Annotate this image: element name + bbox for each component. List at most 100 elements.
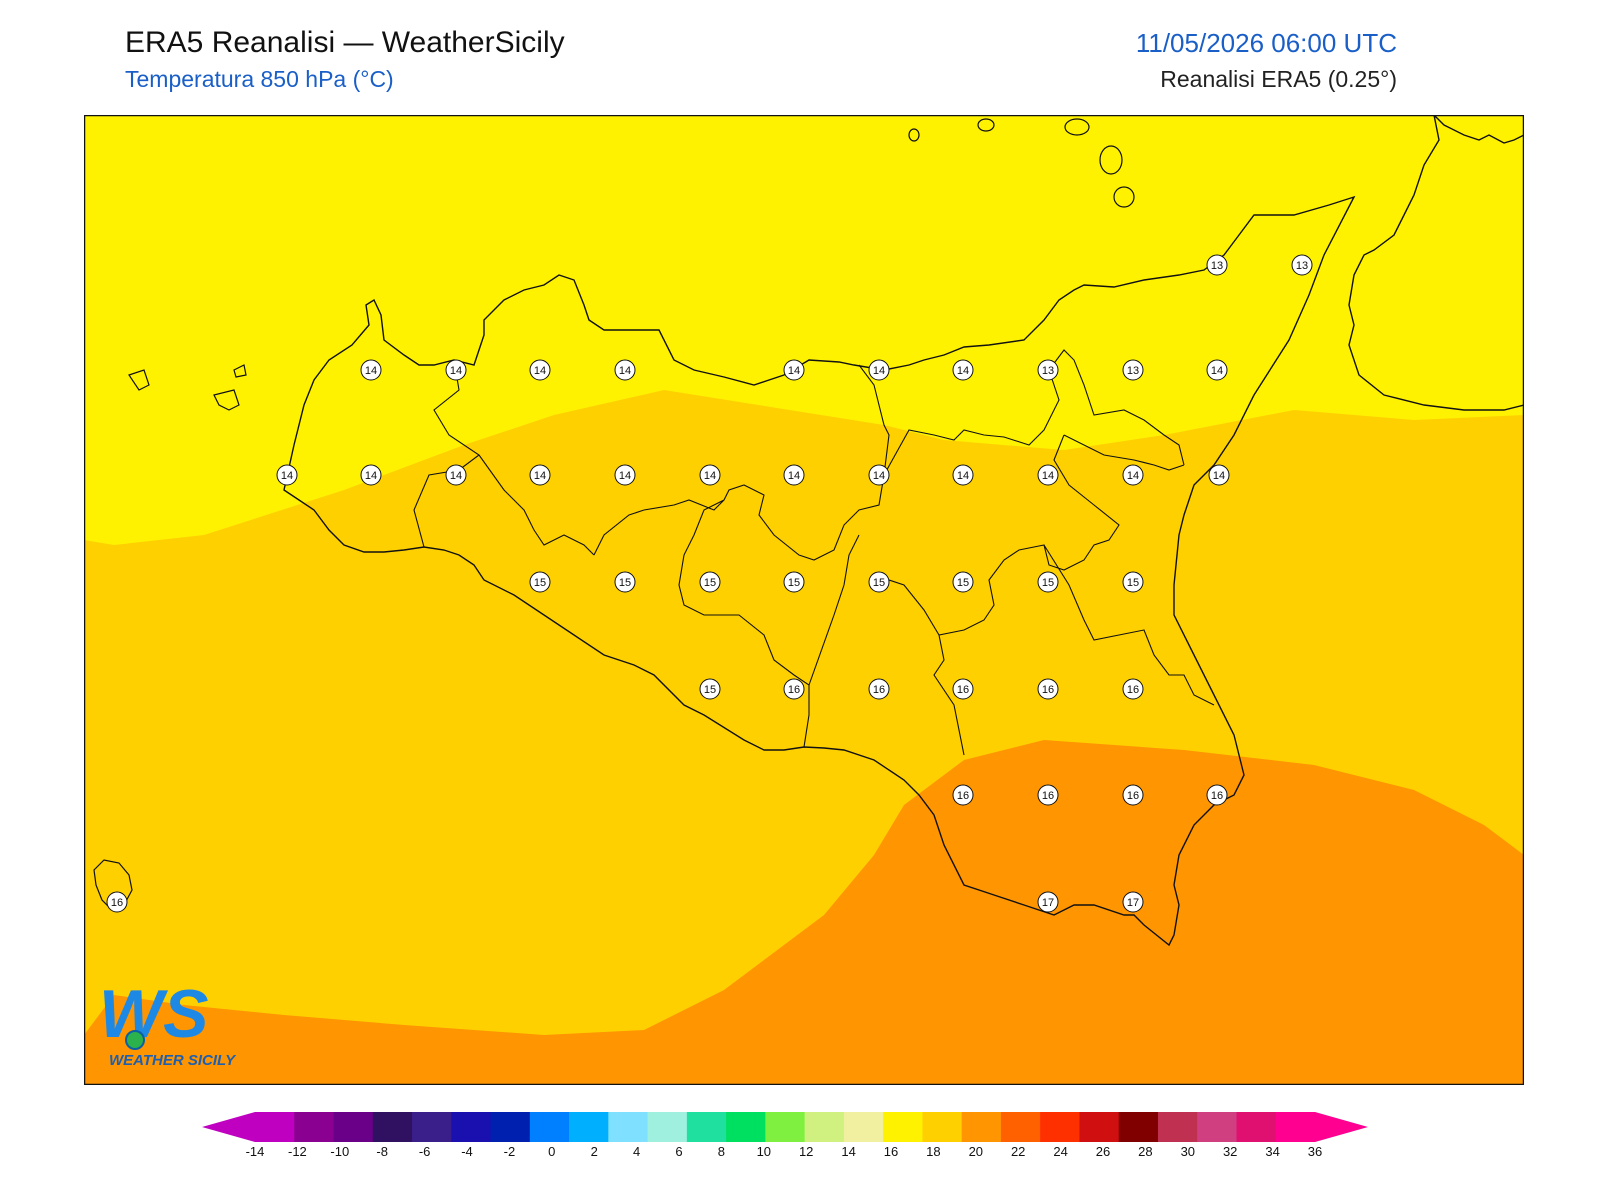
temperature-map: 14 14 14 14 14 14 14 13 13 14 14 14 14 14 14 14 14 14 14 14… — [84, 115, 1524, 1085]
colorbar-swatch — [412, 1112, 452, 1142]
colorbar-tick-label: -12 — [288, 1144, 307, 1159]
colorbar-swatch — [1236, 1112, 1277, 1142]
source-label: Reanalisi ERA5 (0.25°) — [1160, 66, 1397, 92]
colorbar-swatch — [490, 1112, 531, 1142]
logo-text: WEATHER SICILY — [109, 1052, 237, 1069]
grid-value-label: 16 — [873, 684, 885, 696]
colorbar-tick-label: -2 — [504, 1144, 516, 1159]
colorbar-tick-label: 12 — [799, 1144, 813, 1159]
colorbar-tick-label: -6 — [419, 1144, 431, 1159]
grid-value-label-marker — [868, 571, 890, 593]
grid-value-label: 16 — [1127, 790, 1139, 802]
sicily-coastline — [283, 195, 1356, 947]
colorbar-swatch — [686, 1112, 727, 1142]
band-16-18 — [84, 740, 1524, 1085]
grid-value-label: 14 — [534, 470, 546, 482]
grid-value-label-marker — [529, 464, 551, 486]
colorbar-tick-label: 36 — [1308, 1144, 1322, 1159]
grid-value-label: 14 — [873, 470, 885, 482]
grid-value-label: 14 — [281, 470, 293, 482]
grid-value-label-marker — [1206, 784, 1228, 806]
grid-value-label: 15 — [704, 684, 716, 696]
grid-value-label: 14 — [365, 470, 377, 482]
grid-value-label: 14 — [450, 470, 462, 482]
grid-value-label: 13 — [1211, 260, 1223, 272]
pantelleria-island — [93, 859, 133, 911]
grid-value-label-marker — [1122, 571, 1144, 593]
title: ERA5 Reanalisi — WeatherSicily — [125, 26, 565, 59]
grid-value-label-marker — [445, 359, 467, 381]
colorbar-swatch — [961, 1112, 1002, 1142]
grid-value-label-marker — [1122, 359, 1144, 381]
grid-value-label: 16 — [1042, 790, 1054, 802]
colorbar-swatch — [922, 1112, 963, 1142]
grid-value-label-marker — [276, 464, 298, 486]
colorbar-swatch — [726, 1112, 766, 1142]
grid-value-label-marker — [868, 464, 890, 486]
grid-value-label: 14 — [957, 365, 969, 377]
colorbar-swatch — [1197, 1112, 1237, 1142]
aeolian-islands — [908, 118, 1135, 208]
colorbar-tick-label: 30 — [1181, 1144, 1195, 1159]
colorbar-swatch — [569, 1112, 609, 1142]
grid-value-label: 14 — [534, 365, 546, 377]
grid-value-label: 15 — [788, 577, 800, 589]
grid-value-label-marker — [783, 678, 805, 700]
datetime: 11/05/2026 06:00 UTC — [1135, 28, 1397, 58]
grid-value-label-marker — [699, 678, 721, 700]
grid-value-label-marker — [614, 464, 636, 486]
grid-value-label-marker — [952, 464, 974, 486]
colorbar-tick-label: -8 — [376, 1144, 388, 1159]
grid-value-label-marker — [868, 678, 890, 700]
grid-value-label-marker — [783, 571, 805, 593]
colorbar-tick-label: 0 — [548, 1144, 555, 1159]
grid-value-label-marker — [1037, 464, 1059, 486]
grid-value-label-marker — [783, 464, 805, 486]
grid-value-label: 15 — [704, 577, 716, 589]
colorbar-tick-label: 28 — [1138, 1144, 1152, 1159]
grid-value-label-marker — [952, 784, 974, 806]
grid-value-label-marker — [1208, 464, 1230, 486]
grid-value-label-marker — [529, 571, 551, 593]
grid-value-label-marker — [614, 571, 636, 593]
grid-value-label: 16 — [1042, 684, 1054, 696]
grid-value-label: 16 — [788, 684, 800, 696]
colorbar-tick-label: 16 — [884, 1144, 898, 1159]
colorbar-tick-label: 34 — [1265, 1144, 1279, 1159]
colorbar-tick-label: 4 — [633, 1144, 640, 1159]
grid-value-label-marker — [1037, 784, 1059, 806]
colorbar-swatch — [765, 1112, 806, 1142]
colorbar-tick-label: 24 — [1053, 1144, 1067, 1159]
colorbar-swatch — [255, 1112, 295, 1142]
grid-value-label: 15 — [619, 577, 631, 589]
grid-value-label-marker — [952, 359, 974, 381]
grid-value-labels: 14 14 14 14 14 14 14 13 13 14 14 14 14 14 14 14 14 14 14 14… — [106, 254, 1313, 913]
grid-value-label: 17 — [1127, 897, 1139, 909]
grid-value-label: 14 — [1127, 470, 1139, 482]
grid-value-label: 15 — [873, 577, 885, 589]
grid-value-label-marker — [952, 678, 974, 700]
colorbar-tick-label: 26 — [1096, 1144, 1110, 1159]
grid-value-label: 14 — [957, 470, 969, 482]
colorbar-tick-label: 10 — [757, 1144, 771, 1159]
colorbar-tick-label: 14 — [841, 1144, 855, 1159]
grid-value-label: 14 — [704, 470, 716, 482]
temperature-colorbar: -14 -12 -10 -8 -6 -4 -2 0 2 4 6 8 10 12 14 16 18 20 22 24 26… — [202, 1112, 1368, 1159]
colorbar-swatch — [843, 1112, 884, 1142]
grid-value-label: 15 — [1127, 577, 1139, 589]
grid-value-label-marker — [868, 359, 890, 381]
logo-globe-icon — [125, 1030, 145, 1050]
colorbar-swatch — [451, 1112, 492, 1142]
grid-value-label-marker — [1206, 254, 1228, 276]
grid-value-label: 16 — [957, 790, 969, 802]
colorbar-low-extension — [202, 1112, 255, 1142]
grid-value-label-marker — [1037, 359, 1059, 381]
colorbar-swatch — [1275, 1112, 1316, 1142]
colorbar-swatch — [1000, 1112, 1041, 1142]
colorbar-tick-label: 2 — [591, 1144, 598, 1159]
map-frame — [84, 115, 1524, 1085]
colorbar-swatch — [372, 1112, 413, 1142]
grid-value-label-marker — [445, 464, 467, 486]
colorbar-tick-label: -4 — [461, 1144, 473, 1159]
weather-sicily-logo: WS WEATHER SICILY — [95, 976, 265, 1075]
